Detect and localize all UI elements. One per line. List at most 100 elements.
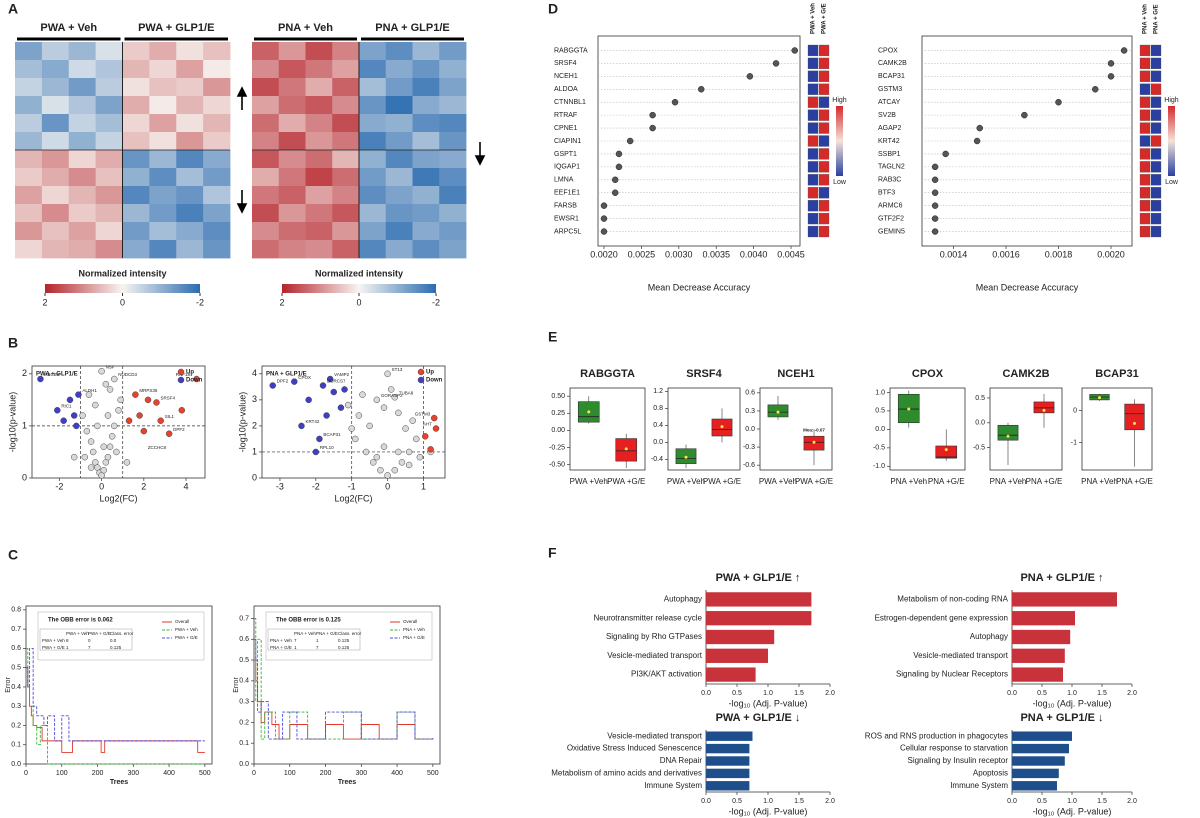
heat-cell xyxy=(807,148,819,160)
x-tick-label: 0.0 xyxy=(701,690,711,697)
x-tick-label: 0.0016 xyxy=(992,249,1020,259)
y-tick-label: -0.4 xyxy=(651,456,663,463)
dot xyxy=(976,124,983,132)
x-tick-label: 1.0 xyxy=(1067,690,1077,697)
x-axis-label: -log₁₀ (Adj. P-value) xyxy=(729,806,808,816)
point xyxy=(106,443,114,450)
heatmap-cell xyxy=(15,240,43,259)
heatmap-cell xyxy=(203,78,231,97)
table-cell: 8 xyxy=(66,638,69,643)
heatmap-cell xyxy=(176,60,204,79)
series-line xyxy=(254,659,433,740)
bar xyxy=(706,731,753,741)
point xyxy=(111,422,118,430)
heatmap-cell xyxy=(385,168,413,187)
x-axis-label: Trees xyxy=(110,779,128,786)
dot xyxy=(1107,60,1115,67)
heat-cell xyxy=(1150,122,1162,134)
heat-cell xyxy=(818,109,830,121)
heatmap-cell xyxy=(176,204,204,223)
heatmap-cell xyxy=(278,96,306,115)
info-box xyxy=(37,611,205,661)
category-label: PNA +Veh xyxy=(1081,477,1118,486)
dot xyxy=(1120,47,1128,54)
heatmap-cell xyxy=(68,42,97,61)
category-label: Autophagy xyxy=(970,632,1008,641)
category-label: Signaling by Insulin receptor xyxy=(907,756,1008,765)
y-tick-label: 0.3 xyxy=(745,408,755,415)
point xyxy=(348,425,355,432)
heatmap-cell xyxy=(305,240,333,259)
category-label: Apoptosis xyxy=(973,769,1008,778)
plot-frame xyxy=(25,605,213,765)
heatmap-cell xyxy=(176,186,204,205)
category-label: PWA +Veh xyxy=(570,477,608,486)
point xyxy=(113,448,120,456)
point xyxy=(355,412,363,419)
y-tick-label: 0.0 xyxy=(11,761,21,768)
dot xyxy=(931,176,939,184)
point xyxy=(100,466,107,474)
heat-cell xyxy=(1150,109,1162,121)
heatmap-cell xyxy=(359,168,387,187)
heat-cell xyxy=(1139,96,1151,108)
legend-label: Overall xyxy=(175,619,189,624)
heatmap-cell xyxy=(149,60,177,79)
category-label: NCEH1 xyxy=(554,73,578,80)
heatmap-cell xyxy=(359,150,387,169)
bar xyxy=(1012,756,1065,766)
x-tick-label: 200 xyxy=(320,770,332,777)
table-cell: PWA + G/E xyxy=(42,645,65,650)
heat-cell xyxy=(807,83,819,95)
point xyxy=(352,435,359,443)
heatmap-cell xyxy=(41,96,70,115)
category-label: CPOX xyxy=(878,47,898,54)
heatmap-cell xyxy=(41,60,70,79)
heatmap-cell xyxy=(41,186,70,205)
mean xyxy=(907,407,911,411)
point xyxy=(37,375,44,383)
y-tick-label: 0.4 xyxy=(11,684,21,691)
y-tick-label: -1.0 xyxy=(873,463,885,470)
x-tick-label: 1 xyxy=(421,481,426,491)
point xyxy=(104,453,112,461)
point xyxy=(79,412,86,419)
heatmap-cell xyxy=(359,222,387,241)
bar xyxy=(1012,743,1069,754)
bar xyxy=(1012,781,1057,791)
point-label: RIC1 xyxy=(61,403,72,408)
point-label: TUBA8 xyxy=(399,390,414,395)
category-label: SV2B xyxy=(878,112,896,119)
heat-cell xyxy=(1139,225,1151,238)
bar xyxy=(1012,768,1059,779)
heat-cell xyxy=(807,187,819,199)
y-tick-label: -0.6 xyxy=(743,462,755,469)
bar xyxy=(1012,592,1117,607)
legend-label: Down xyxy=(426,378,443,384)
dot xyxy=(931,202,939,209)
category-label: DNA Repair xyxy=(660,756,703,765)
heatmap-cell xyxy=(122,78,150,97)
dot xyxy=(697,86,705,93)
y-tick-label: 0.0 xyxy=(875,426,885,433)
point xyxy=(132,391,139,398)
heatmap-cell xyxy=(305,60,333,79)
heatmap-cell xyxy=(278,186,306,205)
colorbar xyxy=(45,284,200,293)
heatmap-cell xyxy=(332,132,360,151)
point-label: GORASP2 xyxy=(381,393,403,398)
heatmap-cell xyxy=(95,114,123,133)
x-tick-label: 0 xyxy=(99,481,104,491)
mean xyxy=(1133,421,1136,425)
heatmap-cell xyxy=(332,204,360,223)
x-tick-label: 1.5 xyxy=(794,690,804,697)
point xyxy=(87,464,95,471)
point-label: SRSF4 xyxy=(160,396,175,401)
legend-swatch xyxy=(177,368,185,376)
mean xyxy=(684,455,688,459)
heatmap-cell xyxy=(252,60,280,79)
plot-title: CPOX xyxy=(912,368,944,380)
y-tick-label: 0.0 xyxy=(975,420,985,427)
table-cell: 0.0 xyxy=(110,638,117,643)
heat-cell xyxy=(1139,122,1151,134)
